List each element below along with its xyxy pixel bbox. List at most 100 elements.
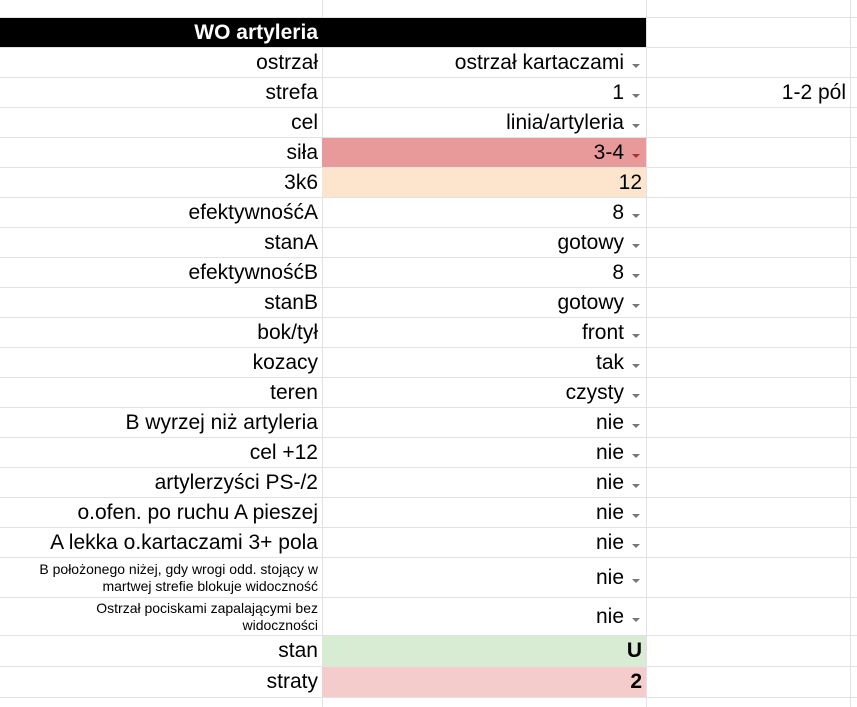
cell-value: czysty bbox=[565, 380, 624, 404]
empty-row bbox=[0, 0, 857, 18]
row-label[interactable]: cel bbox=[291, 110, 318, 134]
row-label[interactable]: siła bbox=[286, 140, 318, 164]
row-sila: siła 3-4 bbox=[0, 138, 857, 168]
dropdown-caret-icon[interactable] bbox=[632, 423, 640, 428]
row-b-polozonego: B położonego niżej, gdy wrogi odd. stoją… bbox=[0, 558, 857, 598]
result-cell-straty[interactable]: 2 bbox=[322, 667, 646, 697]
cell-value: nie bbox=[595, 470, 624, 494]
row-label[interactable]: stanA bbox=[264, 230, 318, 254]
dropdown-cell-cel-12[interactable]: nie bbox=[322, 438, 646, 467]
row-label[interactable]: artylerzyści PS-/2 bbox=[154, 470, 318, 494]
dropdown-cell-stanA[interactable]: gotowy bbox=[322, 228, 646, 257]
row-label[interactable]: cel +12 bbox=[249, 440, 318, 464]
dropdown-caret-icon[interactable] bbox=[632, 453, 640, 458]
row-strefa: strefa 1 1-2 pól bbox=[0, 78, 857, 108]
result-cell-stan[interactable]: U bbox=[322, 636, 646, 666]
dropdown-caret-icon[interactable] bbox=[632, 243, 640, 248]
label-line: widoczności bbox=[242, 616, 318, 633]
row-label[interactable]: strefa bbox=[265, 80, 318, 104]
cell-value: gotowy bbox=[557, 290, 624, 314]
row-label[interactable]: ostrzał bbox=[256, 50, 318, 74]
dropdown-caret-icon[interactable] bbox=[632, 123, 640, 128]
dropdown-caret-icon[interactable] bbox=[632, 617, 640, 622]
dropdown-cell-teren[interactable]: czysty bbox=[322, 378, 646, 407]
dropdown-caret-icon[interactable] bbox=[632, 333, 640, 338]
row-cel-12: cel +12 nie bbox=[0, 438, 857, 468]
row-label[interactable]: efektywnośćB bbox=[188, 260, 318, 284]
row-label[interactable]: 3k6 bbox=[284, 170, 318, 194]
value-cell-3k6[interactable]: 12 bbox=[322, 168, 646, 197]
dropdown-cell-efektywnoscB[interactable]: 8 bbox=[322, 258, 646, 287]
row-ostrzal-zapalajace: Ostrzał pociskami zapalającymi bez widoc… bbox=[0, 598, 857, 636]
dropdown-caret-icon[interactable] bbox=[632, 483, 640, 488]
cell-value: 3-4 bbox=[593, 140, 624, 164]
dropdown-cell-ostrzal-zapalajace[interactable]: nie bbox=[322, 598, 646, 635]
row-label[interactable]: B wyrzej niż artyleria bbox=[125, 410, 318, 434]
cell-value: nie bbox=[595, 440, 624, 464]
row-straty: straty 2 bbox=[0, 667, 857, 698]
row-ostrzal: ostrzał ostrzał kartaczami bbox=[0, 48, 857, 78]
dropdown-cell-efektywnoscA[interactable]: 8 bbox=[322, 198, 646, 227]
dropdown-cell-stanB[interactable]: gotowy bbox=[322, 288, 646, 317]
row-efektywnoscB: efektywnośćB 8 bbox=[0, 258, 857, 288]
row-stan: stan U bbox=[0, 636, 857, 667]
dropdown-cell-b-polozonego[interactable]: nie bbox=[322, 558, 646, 597]
row-a-lekka: A lekka o.kartaczami 3+ pola nie bbox=[0, 528, 857, 558]
row-label[interactable]: bok/tył bbox=[257, 320, 318, 344]
cell-value: gotowy bbox=[557, 230, 624, 254]
row-label[interactable]: A lekka o.kartaczami 3+ pola bbox=[50, 530, 318, 554]
dropdown-cell-strefa[interactable]: 1 bbox=[322, 78, 646, 107]
dropdown-cell-sila[interactable]: 3-4 bbox=[322, 138, 646, 167]
column-divider bbox=[322, 0, 323, 707]
row-label[interactable]: teren bbox=[270, 380, 318, 404]
dropdown-cell-kozacy[interactable]: tak bbox=[322, 348, 646, 377]
cell-value: front bbox=[581, 320, 624, 344]
strefa-note[interactable]: 1-2 pól bbox=[781, 80, 846, 104]
dropdown-caret-icon[interactable] bbox=[632, 578, 640, 583]
row-cel: cel linia/artyleria bbox=[0, 108, 857, 138]
dropdown-caret-icon[interactable] bbox=[632, 303, 640, 308]
dropdown-caret-icon[interactable] bbox=[632, 93, 640, 98]
cell-value: nie bbox=[595, 410, 624, 434]
sheet-title[interactable]: WO artyleria bbox=[0, 18, 646, 47]
row-label[interactable]: efektywnośćA bbox=[188, 200, 318, 224]
dropdown-caret-icon[interactable] bbox=[632, 363, 640, 368]
cell-value: 8 bbox=[612, 260, 624, 284]
cell-value: nie bbox=[595, 500, 624, 524]
dropdown-caret-icon[interactable] bbox=[632, 513, 640, 518]
dropdown-cell-cel[interactable]: linia/artyleria bbox=[322, 108, 646, 137]
cell-value: nie bbox=[595, 565, 624, 589]
row-bok-tyl: bok/tył front bbox=[0, 318, 857, 348]
cell-value: 8 bbox=[612, 200, 624, 224]
row-teren: teren czysty bbox=[0, 378, 857, 408]
dropdown-caret-icon[interactable] bbox=[632, 543, 640, 548]
dropdown-cell-a-lekka[interactable]: nie bbox=[322, 528, 646, 557]
dropdown-cell-ofen[interactable]: nie bbox=[322, 498, 646, 527]
row-efektywnoscA: efektywnośćA 8 bbox=[0, 198, 857, 228]
label-line: Ostrzał pociskami zapalającymi bez bbox=[96, 599, 318, 616]
row-label[interactable]: stanB bbox=[264, 290, 318, 314]
cell-value: tak bbox=[595, 350, 624, 374]
row-ofen: o.ofen. po ruchu A pieszej nie bbox=[0, 498, 857, 528]
row-label[interactable]: Ostrzał pociskami zapalającymi bez widoc… bbox=[0, 598, 322, 635]
dropdown-caret-icon[interactable] bbox=[632, 273, 640, 278]
label-line: martwej strefie blokuje widoczność bbox=[102, 577, 318, 594]
label-line: B położonego niżej, gdy wrogi odd. stoją… bbox=[39, 560, 318, 577]
row-label[interactable]: B położonego niżej, gdy wrogi odd. stoją… bbox=[0, 558, 322, 597]
dropdown-caret-icon[interactable] bbox=[632, 153, 640, 158]
cell-value: linia/artyleria bbox=[506, 110, 624, 134]
dropdown-caret-icon[interactable] bbox=[632, 213, 640, 218]
dropdown-cell-b-wyzej[interactable]: nie bbox=[322, 408, 646, 437]
dropdown-cell-bok-tyl[interactable]: front bbox=[322, 318, 646, 347]
row-label[interactable]: o.ofen. po ruchu A pieszej bbox=[77, 500, 318, 524]
cell-value: nie bbox=[595, 530, 624, 554]
dropdown-cell-artylerzysci[interactable]: nie bbox=[322, 468, 646, 497]
row-label[interactable]: straty bbox=[266, 670, 318, 693]
row-3k6: 3k6 12 bbox=[0, 168, 857, 198]
dropdown-cell-ostrzal[interactable]: ostrzał kartaczami bbox=[322, 48, 646, 77]
dropdown-caret-icon[interactable] bbox=[632, 63, 640, 68]
dropdown-caret-icon[interactable] bbox=[632, 393, 640, 398]
row-label[interactable]: kozacy bbox=[252, 350, 318, 374]
row-label[interactable]: stan bbox=[278, 639, 318, 662]
